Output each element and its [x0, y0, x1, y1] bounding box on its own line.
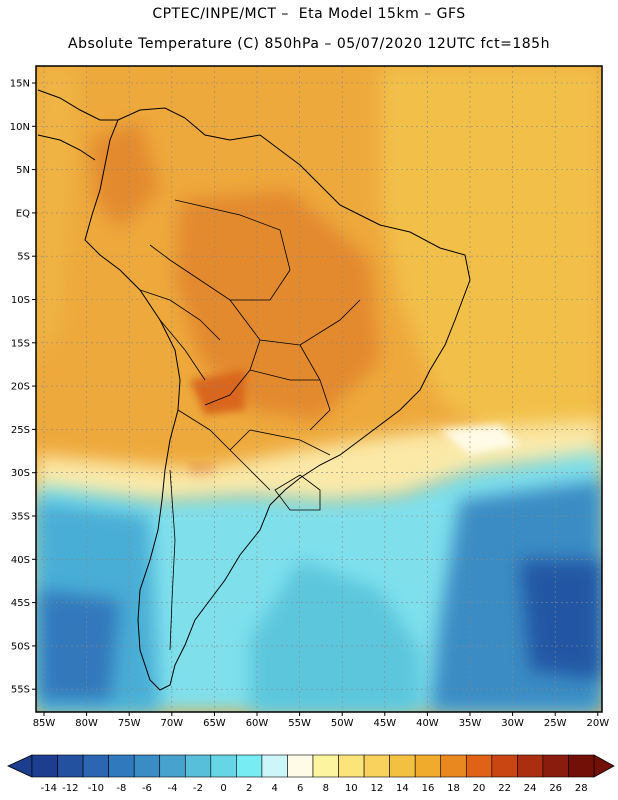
- colorbar-label: -6: [142, 783, 152, 794]
- lon-label: 45W: [373, 718, 396, 729]
- temperature-field: [36, 66, 602, 712]
- colorbar-label: -8: [116, 783, 126, 794]
- lat-label: EQ: [16, 208, 30, 219]
- colorbar-label: 18: [447, 783, 460, 794]
- gridlines: [36, 66, 602, 712]
- colorbar-swatch: [57, 754, 84, 778]
- lon-label: 20W: [586, 718, 609, 729]
- colorbar-label: 24: [524, 783, 537, 794]
- colorbar-swatch: [491, 754, 518, 778]
- cold-southwest: [40, 590, 120, 700]
- lat-label: 15S: [11, 338, 30, 349]
- colorbar-swatch: [261, 754, 288, 778]
- colorbar-label: -14: [41, 783, 57, 794]
- colorbar-label: 14: [396, 783, 409, 794]
- colorbar-swatch: [312, 754, 339, 778]
- colorbar-label: 12: [370, 783, 383, 794]
- colorbar-label: 22: [498, 783, 511, 794]
- lon-label: 40W: [416, 718, 439, 729]
- colorbar-swatch: [363, 754, 390, 778]
- country-borders: [139, 199, 361, 651]
- colorbar-label: 6: [297, 783, 303, 794]
- lat-label: 55S: [11, 685, 30, 696]
- lat-label: 40S: [11, 555, 30, 566]
- colorbar-label: 2: [246, 783, 252, 794]
- central-america-coastline: [37, 89, 118, 161]
- pale-patch: [440, 425, 520, 455]
- lon-label: 75W: [118, 718, 141, 729]
- ocean-warm-region: [380, 66, 602, 440]
- longitude-labels: 85W 80W 75W 70W 65W 60W 55W 50W 45W 40W 35W 30W 25W 2…: [33, 712, 609, 729]
- colorbar-label: 0: [220, 783, 226, 794]
- colorbar-label: 4: [271, 783, 277, 794]
- colorbar-label: -12: [62, 783, 78, 794]
- colorbar-label: 8: [323, 783, 329, 794]
- lon-label: 70W: [160, 718, 183, 729]
- colorbar-label: 26: [549, 783, 562, 794]
- colorbar-swatch: [159, 754, 186, 778]
- lat-label: 5N: [16, 165, 30, 176]
- colorbar-label: -4: [168, 783, 178, 794]
- lat-label: 45S: [11, 598, 30, 609]
- south-america-coastline: [84, 107, 471, 691]
- colorbar-label: -2: [193, 783, 203, 794]
- lon-label: 85W: [33, 718, 56, 729]
- hot-brazil: [175, 190, 380, 420]
- colorbar-swatch: [465, 754, 493, 778]
- colorbar-swatch: [517, 754, 544, 778]
- hot-spot-chaco: [190, 370, 245, 415]
- lon-label: 80W: [75, 718, 98, 729]
- colorbar-swatch: [389, 754, 416, 778]
- lat-label: 10N: [10, 122, 30, 133]
- cold-core: [520, 560, 602, 680]
- colorbar-labels: -14 -12 -10 -8 -6 -4 -2 0 2 4 6 8 10 12 14 16 18 20 22 24 26…: [41, 783, 588, 794]
- hot-north: [90, 120, 160, 230]
- lon-label: 65W: [203, 718, 226, 729]
- lon-label: 55W: [288, 718, 311, 729]
- lat-label: 25S: [11, 425, 30, 436]
- lon-label: 35W: [459, 718, 482, 729]
- colorbar-swatch: [133, 754, 161, 778]
- lat-label: 35S: [11, 512, 30, 523]
- colorbar-min-arrow: [7, 754, 33, 778]
- colorbar-label: 20: [473, 783, 486, 794]
- colorbar-label: 16: [422, 783, 435, 794]
- colorbar-swatch: [82, 754, 109, 778]
- title-line-2: Absolute Temperature (C) 850hPa – 05/07/…: [68, 36, 550, 52]
- colorbar-swatch: [108, 754, 135, 778]
- colorbar-label: 28: [575, 783, 588, 794]
- colorbar-swatch: [338, 754, 365, 778]
- lat-label: 15N: [10, 79, 30, 90]
- latitude-labels: 15N 10N 5N EQ 5S 10S 15S 20S 25S 30S 35S 40S 45S 50S 5…: [10, 79, 36, 696]
- colorbar-swatch: [414, 754, 442, 778]
- colorbar-swatch: [568, 754, 595, 778]
- lat-label: 20S: [11, 382, 30, 393]
- lat-label: 30S: [11, 468, 30, 479]
- lat-label: 50S: [11, 641, 30, 652]
- colorbar-label: 10: [345, 783, 358, 794]
- colorbar-swatch: [210, 754, 237, 778]
- colorbar: [7, 754, 615, 778]
- colorbar-swatch: [236, 754, 263, 778]
- colorbar-label: -10: [88, 783, 104, 794]
- lat-label: 10S: [11, 295, 30, 306]
- lon-label: 60W: [246, 718, 269, 729]
- colorbar-swatch: [184, 754, 212, 778]
- lon-label: 30W: [501, 718, 524, 729]
- coastlines: [37, 89, 471, 691]
- lon-label: 50W: [331, 718, 354, 729]
- title-line-1: CPTEC/INPE/MCT – Eta Model 15km – GFS: [152, 6, 466, 22]
- colorbar-swatch: [31, 754, 58, 778]
- lon-label: 25W: [544, 718, 567, 729]
- colorbar-swatch: [542, 754, 569, 778]
- colorbar-max-arrow: [593, 754, 615, 778]
- colorbar-swatch: [440, 754, 467, 778]
- lat-label: 5S: [17, 252, 30, 263]
- cold-south-atlantic: [250, 560, 420, 712]
- map-frame: [35, 65, 603, 713]
- colorbar-swatch: [287, 754, 314, 778]
